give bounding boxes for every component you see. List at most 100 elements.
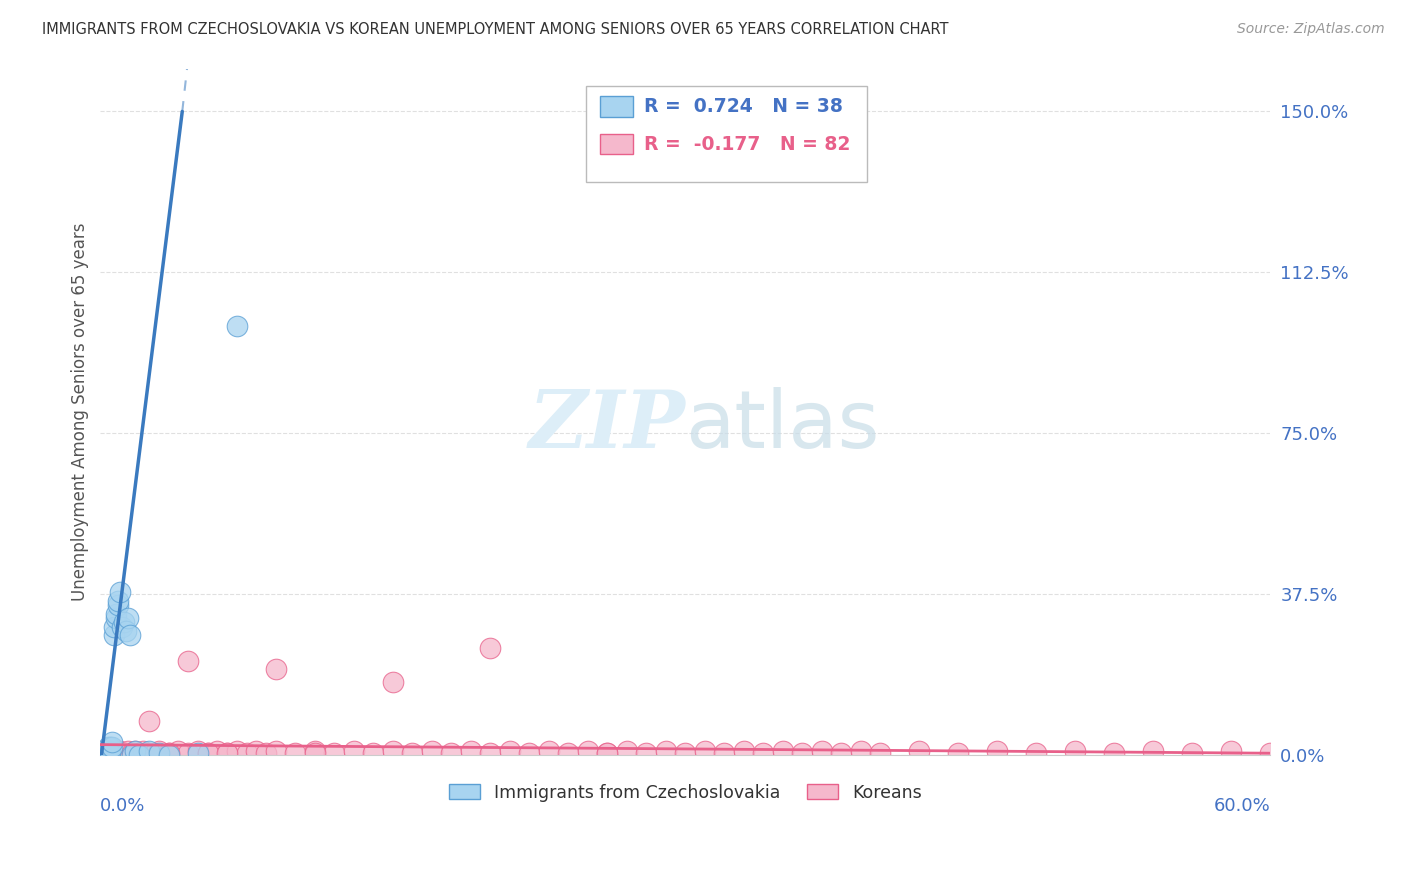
Point xyxy=(104,611,127,625)
Point xyxy=(91,746,114,760)
Text: 60.0%: 60.0% xyxy=(1213,797,1271,814)
Point xyxy=(118,628,141,642)
Point xyxy=(117,611,139,625)
Point xyxy=(90,748,112,763)
Point xyxy=(103,619,125,633)
Point xyxy=(537,744,560,758)
Text: IMMIGRANTS FROM CZECHOSLOVAKIA VS KOREAN UNEMPLOYMENT AMONG SENIORS OVER 65 YEAR: IMMIGRANTS FROM CZECHOSLOVAKIA VS KOREAN… xyxy=(42,22,949,37)
Point xyxy=(830,746,852,760)
Point xyxy=(792,746,814,760)
Point xyxy=(1064,744,1087,758)
Legend: Immigrants from Czechoslovakia, Koreans: Immigrants from Czechoslovakia, Koreans xyxy=(443,777,928,808)
Point xyxy=(401,746,423,760)
Point xyxy=(304,746,326,760)
Point xyxy=(98,746,121,760)
Point xyxy=(167,744,190,758)
Point xyxy=(673,746,696,760)
Point xyxy=(1260,746,1282,760)
Point xyxy=(986,744,1008,758)
Point xyxy=(124,744,146,758)
Point xyxy=(112,615,135,630)
FancyBboxPatch shape xyxy=(586,86,866,182)
Point xyxy=(733,744,755,758)
Point xyxy=(121,746,143,760)
Point xyxy=(138,714,160,728)
Point xyxy=(124,744,146,758)
Point xyxy=(197,746,219,760)
Point xyxy=(101,735,124,749)
FancyBboxPatch shape xyxy=(600,96,633,117)
Point xyxy=(264,663,287,677)
Point xyxy=(849,744,872,758)
Point xyxy=(121,748,143,763)
Point xyxy=(636,746,658,760)
Point xyxy=(157,746,180,760)
Point xyxy=(207,744,229,758)
Point xyxy=(713,746,735,760)
Point xyxy=(107,594,129,608)
Point xyxy=(381,744,404,758)
Point xyxy=(343,744,366,758)
Point xyxy=(101,744,124,758)
Point xyxy=(93,748,115,763)
Point xyxy=(157,748,180,763)
Point xyxy=(596,746,619,760)
Point xyxy=(91,746,114,760)
Point xyxy=(1142,744,1164,758)
Point xyxy=(752,746,775,760)
Point xyxy=(112,746,135,760)
Point xyxy=(138,744,160,758)
Point xyxy=(177,654,200,668)
Point xyxy=(304,744,326,758)
Point xyxy=(98,746,121,760)
Point xyxy=(177,746,200,760)
Point xyxy=(148,744,170,758)
Point xyxy=(440,746,463,760)
Point xyxy=(104,744,127,758)
Text: R =  0.724   N = 38: R = 0.724 N = 38 xyxy=(644,97,844,116)
Point xyxy=(499,744,522,758)
Point xyxy=(101,739,124,754)
Point xyxy=(811,744,834,758)
Point xyxy=(264,744,287,758)
FancyBboxPatch shape xyxy=(600,134,633,154)
Point xyxy=(132,744,155,758)
Point xyxy=(1104,746,1126,760)
Point xyxy=(128,746,150,760)
Point xyxy=(235,746,257,760)
Point xyxy=(187,746,209,760)
Point xyxy=(869,746,891,760)
Point xyxy=(91,746,114,760)
Point xyxy=(157,746,180,760)
Point xyxy=(93,744,115,758)
Point xyxy=(1220,744,1243,758)
Point xyxy=(96,748,118,763)
Point xyxy=(596,746,619,760)
Point xyxy=(97,744,120,758)
Text: 0.0%: 0.0% xyxy=(100,797,146,814)
Point xyxy=(91,748,114,763)
Point xyxy=(97,744,120,758)
Point xyxy=(108,744,131,758)
Point xyxy=(98,746,121,760)
Point xyxy=(225,744,247,758)
Point xyxy=(420,744,443,758)
Point xyxy=(323,746,346,760)
Point xyxy=(217,746,239,760)
Text: atlas: atlas xyxy=(685,386,880,465)
Point xyxy=(1181,746,1204,760)
Y-axis label: Unemployment Among Seniors over 65 years: Unemployment Among Seniors over 65 years xyxy=(72,223,89,601)
Point xyxy=(948,746,970,760)
Point xyxy=(908,744,931,758)
Point xyxy=(381,675,404,690)
Point xyxy=(143,746,166,760)
Point xyxy=(98,739,121,754)
Point xyxy=(187,744,209,758)
Point xyxy=(138,746,160,760)
Point xyxy=(693,744,716,758)
Point xyxy=(117,744,139,758)
Point xyxy=(197,746,219,760)
Point xyxy=(94,746,117,760)
Point xyxy=(479,746,502,760)
Text: Source: ZipAtlas.com: Source: ZipAtlas.com xyxy=(1237,22,1385,37)
